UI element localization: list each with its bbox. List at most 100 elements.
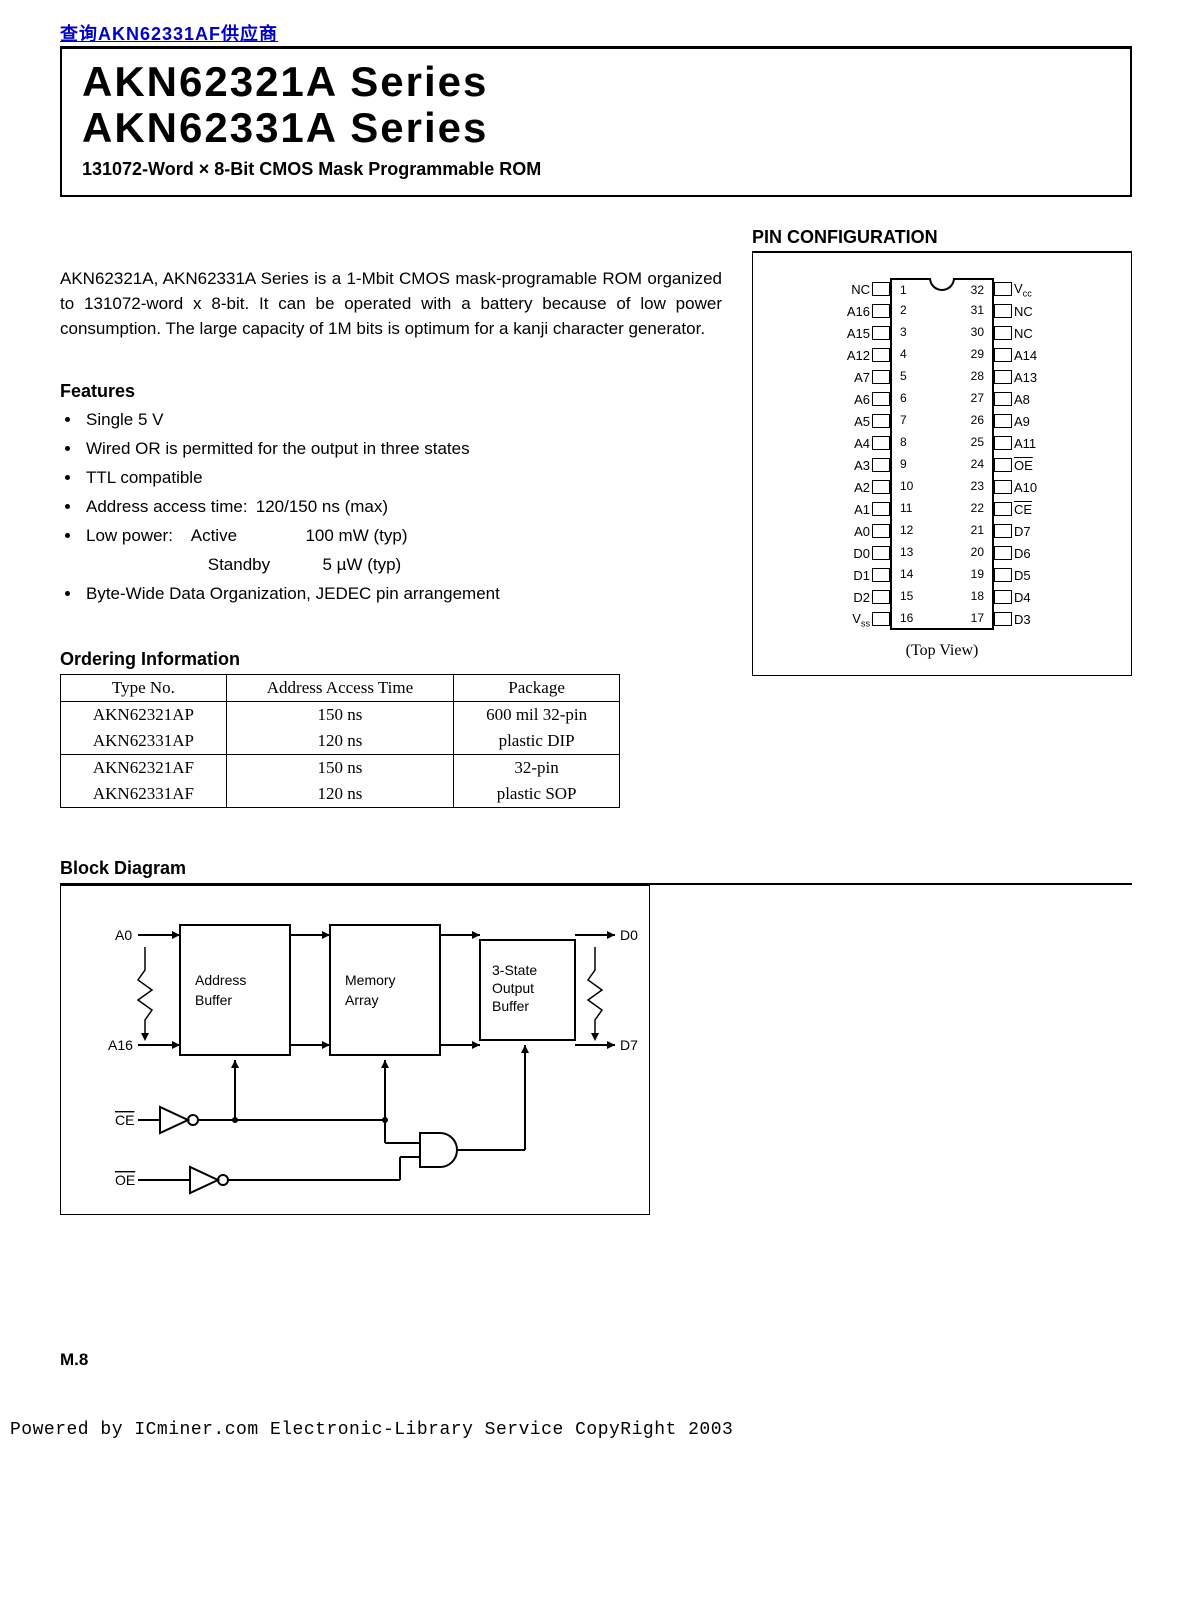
- pin-label: D4: [1012, 590, 1067, 605]
- pin-label: A6: [817, 392, 872, 407]
- features-section: Features Single 5 V Wired OR is permitte…: [60, 381, 722, 608]
- ordering-heading: Ordering Information: [60, 649, 722, 670]
- pin-number: 13: [895, 545, 921, 559]
- title-box: AKN62321A Series AKN62331A Series 131072…: [60, 46, 1132, 197]
- pin-number: 22: [963, 501, 989, 515]
- pin-rect: [872, 590, 890, 604]
- cell: 120 ns: [226, 781, 453, 808]
- pin-label: A5: [817, 414, 872, 429]
- col-header: Address Access Time: [226, 674, 453, 701]
- pin-number: 10: [895, 479, 921, 493]
- active-value: 100 mW (typ): [305, 526, 407, 545]
- features-heading: Features: [60, 381, 722, 402]
- pin-number: 7: [895, 413, 921, 427]
- pin-number: 31: [963, 303, 989, 317]
- svg-text:Buffer: Buffer: [195, 992, 232, 1008]
- pin-rect: [994, 568, 1012, 582]
- block-diagram-section: Block Diagram Address Buffer Memory Arra…: [60, 858, 1132, 1220]
- cell: plastic SOP: [454, 781, 620, 808]
- pin-number: 9: [895, 457, 921, 471]
- pin-rect: [994, 326, 1012, 340]
- cell: plastic DIP: [454, 728, 620, 755]
- svg-text:Array: Array: [345, 992, 378, 1008]
- pin-label: A10: [1012, 480, 1067, 495]
- pin-row: A12429A14: [817, 344, 1067, 366]
- pin-number: 25: [963, 435, 989, 449]
- pin-rect: [994, 612, 1012, 626]
- pin-label: D6: [1012, 546, 1067, 561]
- top-view-label: (Top View): [763, 642, 1121, 660]
- pin-row: D01320D6: [817, 542, 1067, 564]
- pin-rect: [994, 590, 1012, 604]
- pin-rect: [994, 348, 1012, 362]
- page: 查询AKN62331AF供应商 AKN62321A Series AKN6233…: [0, 0, 1192, 1400]
- pin-row: NC132Vcc: [817, 278, 1067, 300]
- pin-number: 17: [963, 611, 989, 625]
- pin-rect: [872, 524, 890, 538]
- pin-number: 16: [895, 611, 921, 625]
- mem-array-label: Memory: [345, 972, 396, 988]
- subtitle: 131072-Word × 8-Bit CMOS Mask Programmab…: [82, 159, 1110, 180]
- pin-rect: [994, 546, 1012, 560]
- pin-label: D7: [1012, 524, 1067, 539]
- pin-rect: [872, 326, 890, 340]
- pin-label: A13: [1012, 370, 1067, 385]
- pin-number: 3: [895, 325, 921, 339]
- title-line-2: AKN62331A Series: [82, 105, 1110, 151]
- chip-diagram: NC132VccA16231NCA15330NCA12429A14A7528A1…: [817, 278, 1067, 630]
- pin-label: A3: [817, 458, 872, 473]
- out-buf-label: 3-State: [492, 962, 537, 978]
- table-row: AKN62321AP 150 ns 600 mil 32-pin: [61, 701, 620, 728]
- cell: 600 mil 32-pin: [454, 701, 620, 728]
- pin-number: 29: [963, 347, 989, 361]
- pin-number: 20: [963, 545, 989, 559]
- col-header: Type No.: [61, 674, 227, 701]
- pin-label: A0: [817, 524, 872, 539]
- pin-row: A11122CE: [817, 498, 1067, 520]
- cell: AKN62331AP: [61, 728, 227, 755]
- pin-rect: [994, 370, 1012, 384]
- link-part: AKN62331AF: [98, 24, 221, 44]
- addr-buf-label: Address: [195, 972, 246, 988]
- pin-rect: [994, 414, 1012, 428]
- cell: AKN62331AF: [61, 781, 227, 808]
- pin-label: A9: [1012, 414, 1067, 429]
- top-link[interactable]: 查询AKN62331AF供应商: [60, 24, 278, 44]
- standby-value: 5 µW (typ): [322, 555, 401, 574]
- d0-label: D0: [620, 927, 638, 943]
- standby-label: Standby: [208, 551, 318, 580]
- features-list: Single 5 V Wired OR is permitted for the…: [60, 406, 722, 608]
- pin-label: A1: [817, 502, 872, 517]
- pin-row: A15330NC: [817, 322, 1067, 344]
- table-header-row: Type No. Address Access Time Package: [61, 674, 620, 701]
- pin-rect: [872, 546, 890, 560]
- pin-number: 28: [963, 369, 989, 383]
- svg-text:Output: Output: [492, 980, 534, 996]
- pin-rect: [994, 282, 1012, 296]
- pin-number: 2: [895, 303, 921, 317]
- pin-row: A5726A9: [817, 410, 1067, 432]
- pin-label: D1: [817, 568, 872, 583]
- pin-number: 8: [895, 435, 921, 449]
- pin-rect: [872, 612, 890, 626]
- d7-label: D7: [620, 1037, 638, 1053]
- pin-row: D21518D4: [817, 586, 1067, 608]
- pin-row: A7528A13: [817, 366, 1067, 388]
- pin-label: D5: [1012, 568, 1067, 583]
- pin-label: D2: [817, 590, 872, 605]
- ordering-section: Ordering Information Type No. Address Ac…: [60, 649, 722, 808]
- cell: 120 ns: [226, 728, 453, 755]
- pin-number: 5: [895, 369, 921, 383]
- cell: AKN62321AF: [61, 754, 227, 781]
- pin-row: A21023A10: [817, 476, 1067, 498]
- pin-row: A4825A11: [817, 432, 1067, 454]
- page-number: M.8: [60, 1350, 1132, 1370]
- feature-item: Byte-Wide Data Organization, JEDEC pin a…: [82, 580, 722, 609]
- pin-number: 4: [895, 347, 921, 361]
- pin-rect: [994, 458, 1012, 472]
- pin-number: 30: [963, 325, 989, 339]
- pin-rect: [994, 392, 1012, 406]
- pin-label: A12: [817, 348, 872, 363]
- main-columns: AKN62321A, AKN62331A Series is a 1-Mbit …: [60, 227, 1132, 807]
- pin-rect: [872, 414, 890, 428]
